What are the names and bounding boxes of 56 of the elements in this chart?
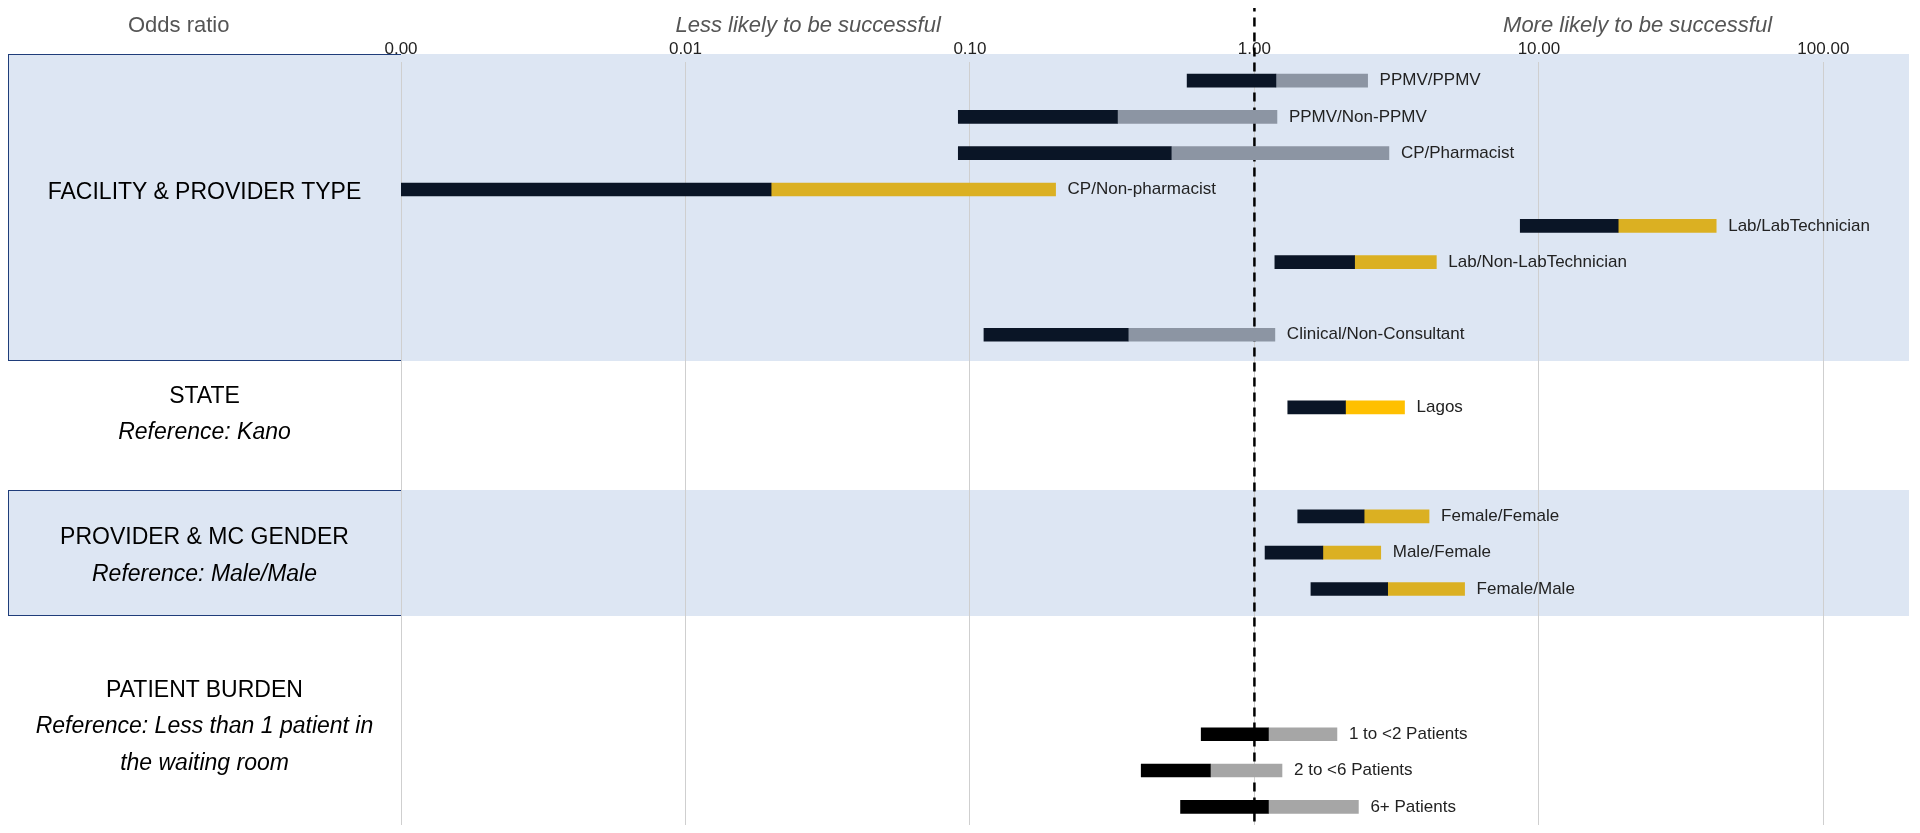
- x-tick-label: 0.10: [953, 38, 987, 58]
- bar: [1387, 582, 1465, 596]
- x-tick-label: 0.00: [384, 38, 418, 58]
- bar: [983, 327, 1129, 342]
- bar: [1310, 582, 1388, 596]
- bar: [1519, 218, 1619, 233]
- y-tick-label: Female/Female: [1441, 506, 1560, 526]
- text: FACILITY & PROVIDER TYPE: [47, 178, 362, 205]
- y-tick-label: Lab/LabTechnician: [1728, 215, 1870, 235]
- y-tick-label: Lab/Non-LabTechnician: [1448, 251, 1627, 271]
- bar: [1268, 727, 1338, 742]
- y-tick-label: Male/Female: [1392, 542, 1491, 562]
- bar: [1345, 400, 1405, 415]
- y-tick-label: PPMV/Non-PPMV: [1288, 106, 1428, 126]
- bar: [1322, 545, 1382, 560]
- bar: [770, 182, 1056, 197]
- y-tick-label: Clinical/Non-Consultant: [1286, 324, 1465, 344]
- y-tick-label: 6+ Patients: [1370, 796, 1456, 816]
- bar: [401, 182, 772, 197]
- x-tick-label: 1.00: [1237, 38, 1271, 58]
- bar: [1617, 218, 1717, 233]
- y-tick-label: CP/Pharmacist: [1400, 142, 1515, 162]
- bar: [1363, 509, 1430, 524]
- y-tick-label: Lagos: [1416, 397, 1463, 417]
- text: PATIENT BURDEN: [106, 675, 303, 702]
- bar: [1140, 763, 1211, 778]
- x-tick-label: 10.00: [1517, 38, 1561, 58]
- bar: [1127, 327, 1276, 342]
- y-tick-label: Female/Male: [1476, 578, 1575, 598]
- bar: [1268, 800, 1359, 814]
- text: Reference: Less than 1 patient in the waiting room: [35, 712, 374, 775]
- bar: [1354, 255, 1437, 269]
- y-tick-label: PPMV/PPMV: [1379, 70, 1482, 90]
- text: More likely to be successful: [1503, 12, 1774, 38]
- y-tick-label: CP/Non-pharmacist: [1067, 179, 1217, 199]
- bar: [1287, 400, 1346, 415]
- text: Reference: Kano: [118, 418, 292, 445]
- text: Less likely to be successful: [675, 12, 942, 38]
- bar: [1297, 509, 1365, 524]
- text: STATE: [169, 381, 240, 408]
- bar: [1264, 545, 1324, 560]
- bar: [957, 146, 1172, 161]
- y-tick-label: 2 to <6 Patients: [1293, 760, 1413, 780]
- bar: [1186, 73, 1277, 88]
- y-tick-label: 1 to <2 Patients: [1348, 723, 1468, 743]
- text: Reference: Male/Male: [92, 559, 317, 586]
- bar: [1274, 255, 1355, 269]
- bar: [1210, 763, 1283, 778]
- x-tick-label: 0.01: [668, 38, 703, 58]
- text: PROVIDER & MC GENDER: [60, 523, 349, 550]
- bar: [1170, 146, 1390, 161]
- text: Odds ratio: [128, 12, 230, 38]
- bar: [957, 110, 1118, 124]
- x-tick-label: 100.00: [1797, 38, 1850, 58]
- bar: [1275, 73, 1368, 88]
- bar: [1117, 110, 1278, 124]
